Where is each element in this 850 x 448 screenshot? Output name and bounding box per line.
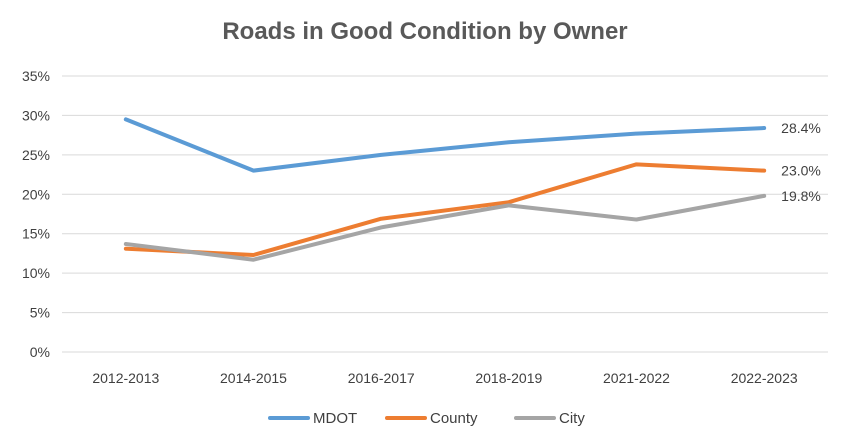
y-tick-label: 25% [22, 147, 50, 163]
legend: MDOT County City [268, 410, 585, 427]
data-label-city: 19.8% [781, 188, 821, 204]
chart-title: Roads in Good Condition by Owner [222, 18, 628, 45]
x-tick-label: 2012-2013 [92, 370, 159, 386]
x-tick-label: 2018-2019 [475, 370, 542, 386]
y-tick-label: 35% [22, 68, 50, 84]
x-tick-label: 2022-2023 [731, 370, 798, 386]
y-tick-label: 5% [30, 305, 50, 321]
series-line-mdot [123, 117, 767, 173]
y-tick-label: 30% [22, 107, 50, 123]
x-tick-label: 2021-2022 [603, 370, 670, 386]
x-axis-ticks: 2012-2013 2014-2015 2016-2017 2018-2019 2021… [92, 370, 797, 386]
x-tick-label: 2016-2017 [348, 370, 415, 386]
series-line-county [123, 162, 767, 258]
data-labels: 28.4% 23.0% 19.8% [781, 120, 821, 204]
legend-label-city: City [559, 410, 585, 427]
legend-label-mdot: MDOT [313, 410, 357, 427]
data-label-mdot: 28.4% [781, 120, 821, 136]
data-label-county: 23.0% [781, 163, 821, 179]
series-lines [123, 117, 767, 262]
x-tick-label: 2014-2015 [220, 370, 287, 386]
y-tick-label: 0% [30, 344, 50, 360]
series-line-city [123, 193, 767, 262]
y-axis-ticks: 0% 5% 10% 15% 20% 25% 30% 35% [22, 68, 50, 360]
y-tick-label: 10% [22, 265, 50, 281]
gridlines [62, 75, 828, 353]
y-tick-label: 20% [22, 186, 50, 202]
legend-label-county: County [430, 410, 478, 427]
y-tick-label: 15% [22, 226, 50, 242]
